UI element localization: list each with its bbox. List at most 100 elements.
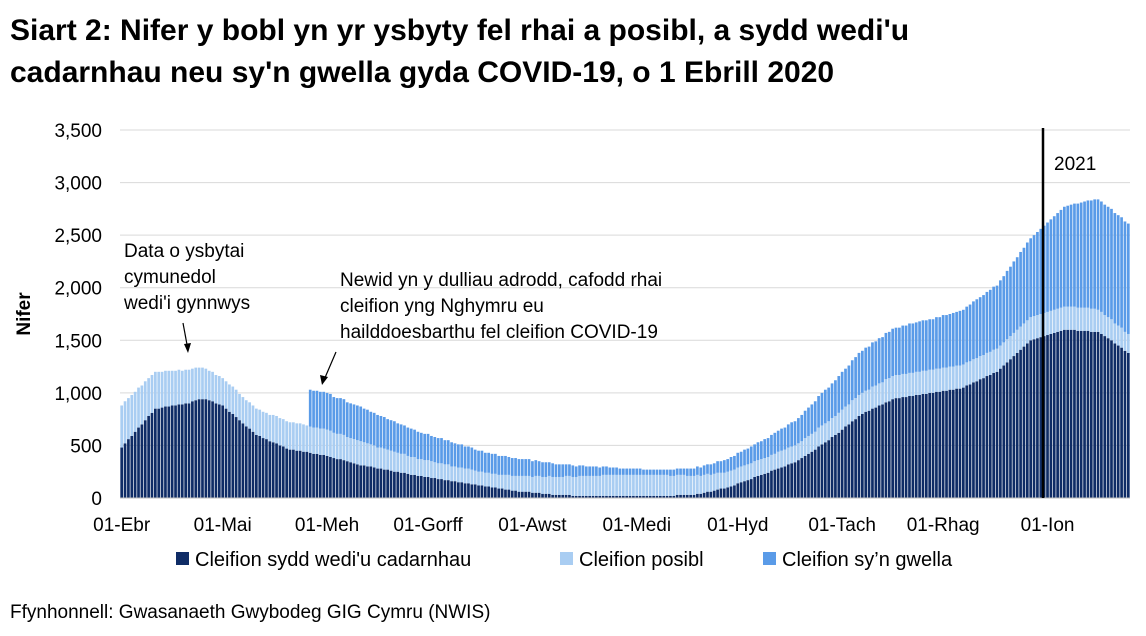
- bar-segment: [1086, 307, 1090, 331]
- bar-segment: [268, 441, 272, 498]
- bar-segment: [194, 400, 198, 498]
- legend-label: Cleifion posibl: [579, 549, 704, 571]
- bar-segment: [490, 453, 494, 474]
- bar-segment: [823, 423, 827, 443]
- bar-segment: [881, 382, 884, 405]
- bar-segment: [1039, 228, 1043, 314]
- bar-segment: [362, 442, 366, 466]
- bar-segment: [621, 474, 625, 496]
- bar-segment: [985, 352, 989, 377]
- bar-segment: [638, 495, 642, 498]
- bar-segment: [318, 428, 322, 455]
- y-tick-label: 3,000: [54, 174, 102, 195]
- bar-segment: [174, 405, 177, 498]
- bar-segment: [665, 469, 669, 475]
- bar-segment: [137, 427, 140, 498]
- bar-segment: [1083, 307, 1086, 331]
- bar-segment: [238, 420, 241, 498]
- bar-segment: [894, 398, 898, 498]
- bar-segment: [1116, 345, 1120, 498]
- bar-segment: [965, 385, 969, 498]
- bar-segment: [295, 450, 299, 498]
- bar-segment: [581, 475, 585, 496]
- bar-segment: [463, 446, 467, 469]
- bar-segment: [318, 391, 322, 429]
- bar-segment: [955, 388, 958, 498]
- bar-segment: [985, 291, 989, 353]
- bar-segment: [382, 417, 386, 449]
- bar-segment: [615, 467, 618, 475]
- bar-segment: [675, 468, 679, 475]
- bar-segment: [995, 285, 999, 349]
- bar-segment: [887, 401, 891, 498]
- bar-segment: [830, 383, 834, 419]
- y-tick-label: 1,500: [54, 331, 102, 352]
- bar-segment: [423, 476, 427, 498]
- bar-segment: [547, 462, 551, 476]
- bar-segment: [514, 490, 517, 498]
- x-tick-label: 01-Hyd: [707, 515, 768, 536]
- bar-segment: [901, 373, 905, 398]
- bar-segment: [1022, 247, 1026, 324]
- bar-segment: [366, 466, 369, 498]
- bar-segment: [1036, 315, 1039, 339]
- bar-segment: [467, 446, 470, 469]
- bar-segment: [376, 414, 379, 448]
- bar-segment: [591, 495, 595, 498]
- bar-segment: [369, 466, 373, 498]
- bar-segment: [722, 472, 726, 489]
- bar-segment: [544, 476, 548, 494]
- bar-segment: [315, 427, 319, 454]
- bar-segment: [800, 458, 804, 498]
- bar-segment: [480, 471, 484, 486]
- bar-segment: [1025, 320, 1029, 344]
- bar-segment: [160, 407, 164, 498]
- bar-segment: [659, 495, 662, 498]
- bar-segment: [817, 396, 820, 428]
- bar-segment: [547, 493, 551, 498]
- bar-segment: [130, 435, 134, 498]
- bar-segment: [1069, 306, 1073, 330]
- bar-segment: [1106, 317, 1110, 339]
- bar-segment: [137, 387, 140, 428]
- bar-segment: [608, 467, 612, 475]
- bar-segment: [228, 384, 231, 412]
- bar-segment: [568, 494, 571, 498]
- bar-segment: [733, 455, 736, 470]
- bar-segment: [911, 323, 915, 373]
- bar-segment: [871, 342, 874, 387]
- bar-segment: [948, 314, 952, 367]
- bar-segment: [265, 439, 268, 498]
- bar-segment: [339, 398, 342, 434]
- bar-segment: [716, 461, 719, 473]
- bar-segment: [305, 425, 309, 452]
- bar-segment: [766, 456, 770, 473]
- bar-segment: [608, 495, 612, 498]
- annotation-arrow: [184, 343, 191, 353]
- bar-segment: [726, 459, 730, 472]
- bar-segment: [783, 466, 787, 498]
- bar-segment: [507, 489, 511, 498]
- bar-segment: [308, 389, 312, 427]
- bar-segment: [446, 464, 450, 481]
- bar-segment: [359, 465, 363, 498]
- bar-segment: [904, 397, 908, 498]
- bar-segment: [1059, 330, 1063, 498]
- bar-segment: [207, 370, 211, 401]
- bar-segment: [793, 462, 797, 498]
- bar-segment: [615, 474, 618, 496]
- bar-segment: [537, 492, 541, 498]
- bar-segment: [1046, 222, 1049, 312]
- bar-segment: [578, 475, 581, 496]
- bar-segment: [665, 474, 669, 496]
- bar-segment: [645, 495, 649, 498]
- y-axis-label: Nifer: [14, 292, 35, 336]
- bar-segment: [140, 385, 144, 425]
- bar-segment: [669, 495, 672, 498]
- bar-segment: [170, 370, 174, 406]
- bar-segment: [224, 381, 228, 409]
- bar-segment: [908, 323, 911, 373]
- bar-segment: [531, 492, 534, 498]
- bar-segment: [386, 469, 389, 498]
- bar-segment: [884, 379, 888, 403]
